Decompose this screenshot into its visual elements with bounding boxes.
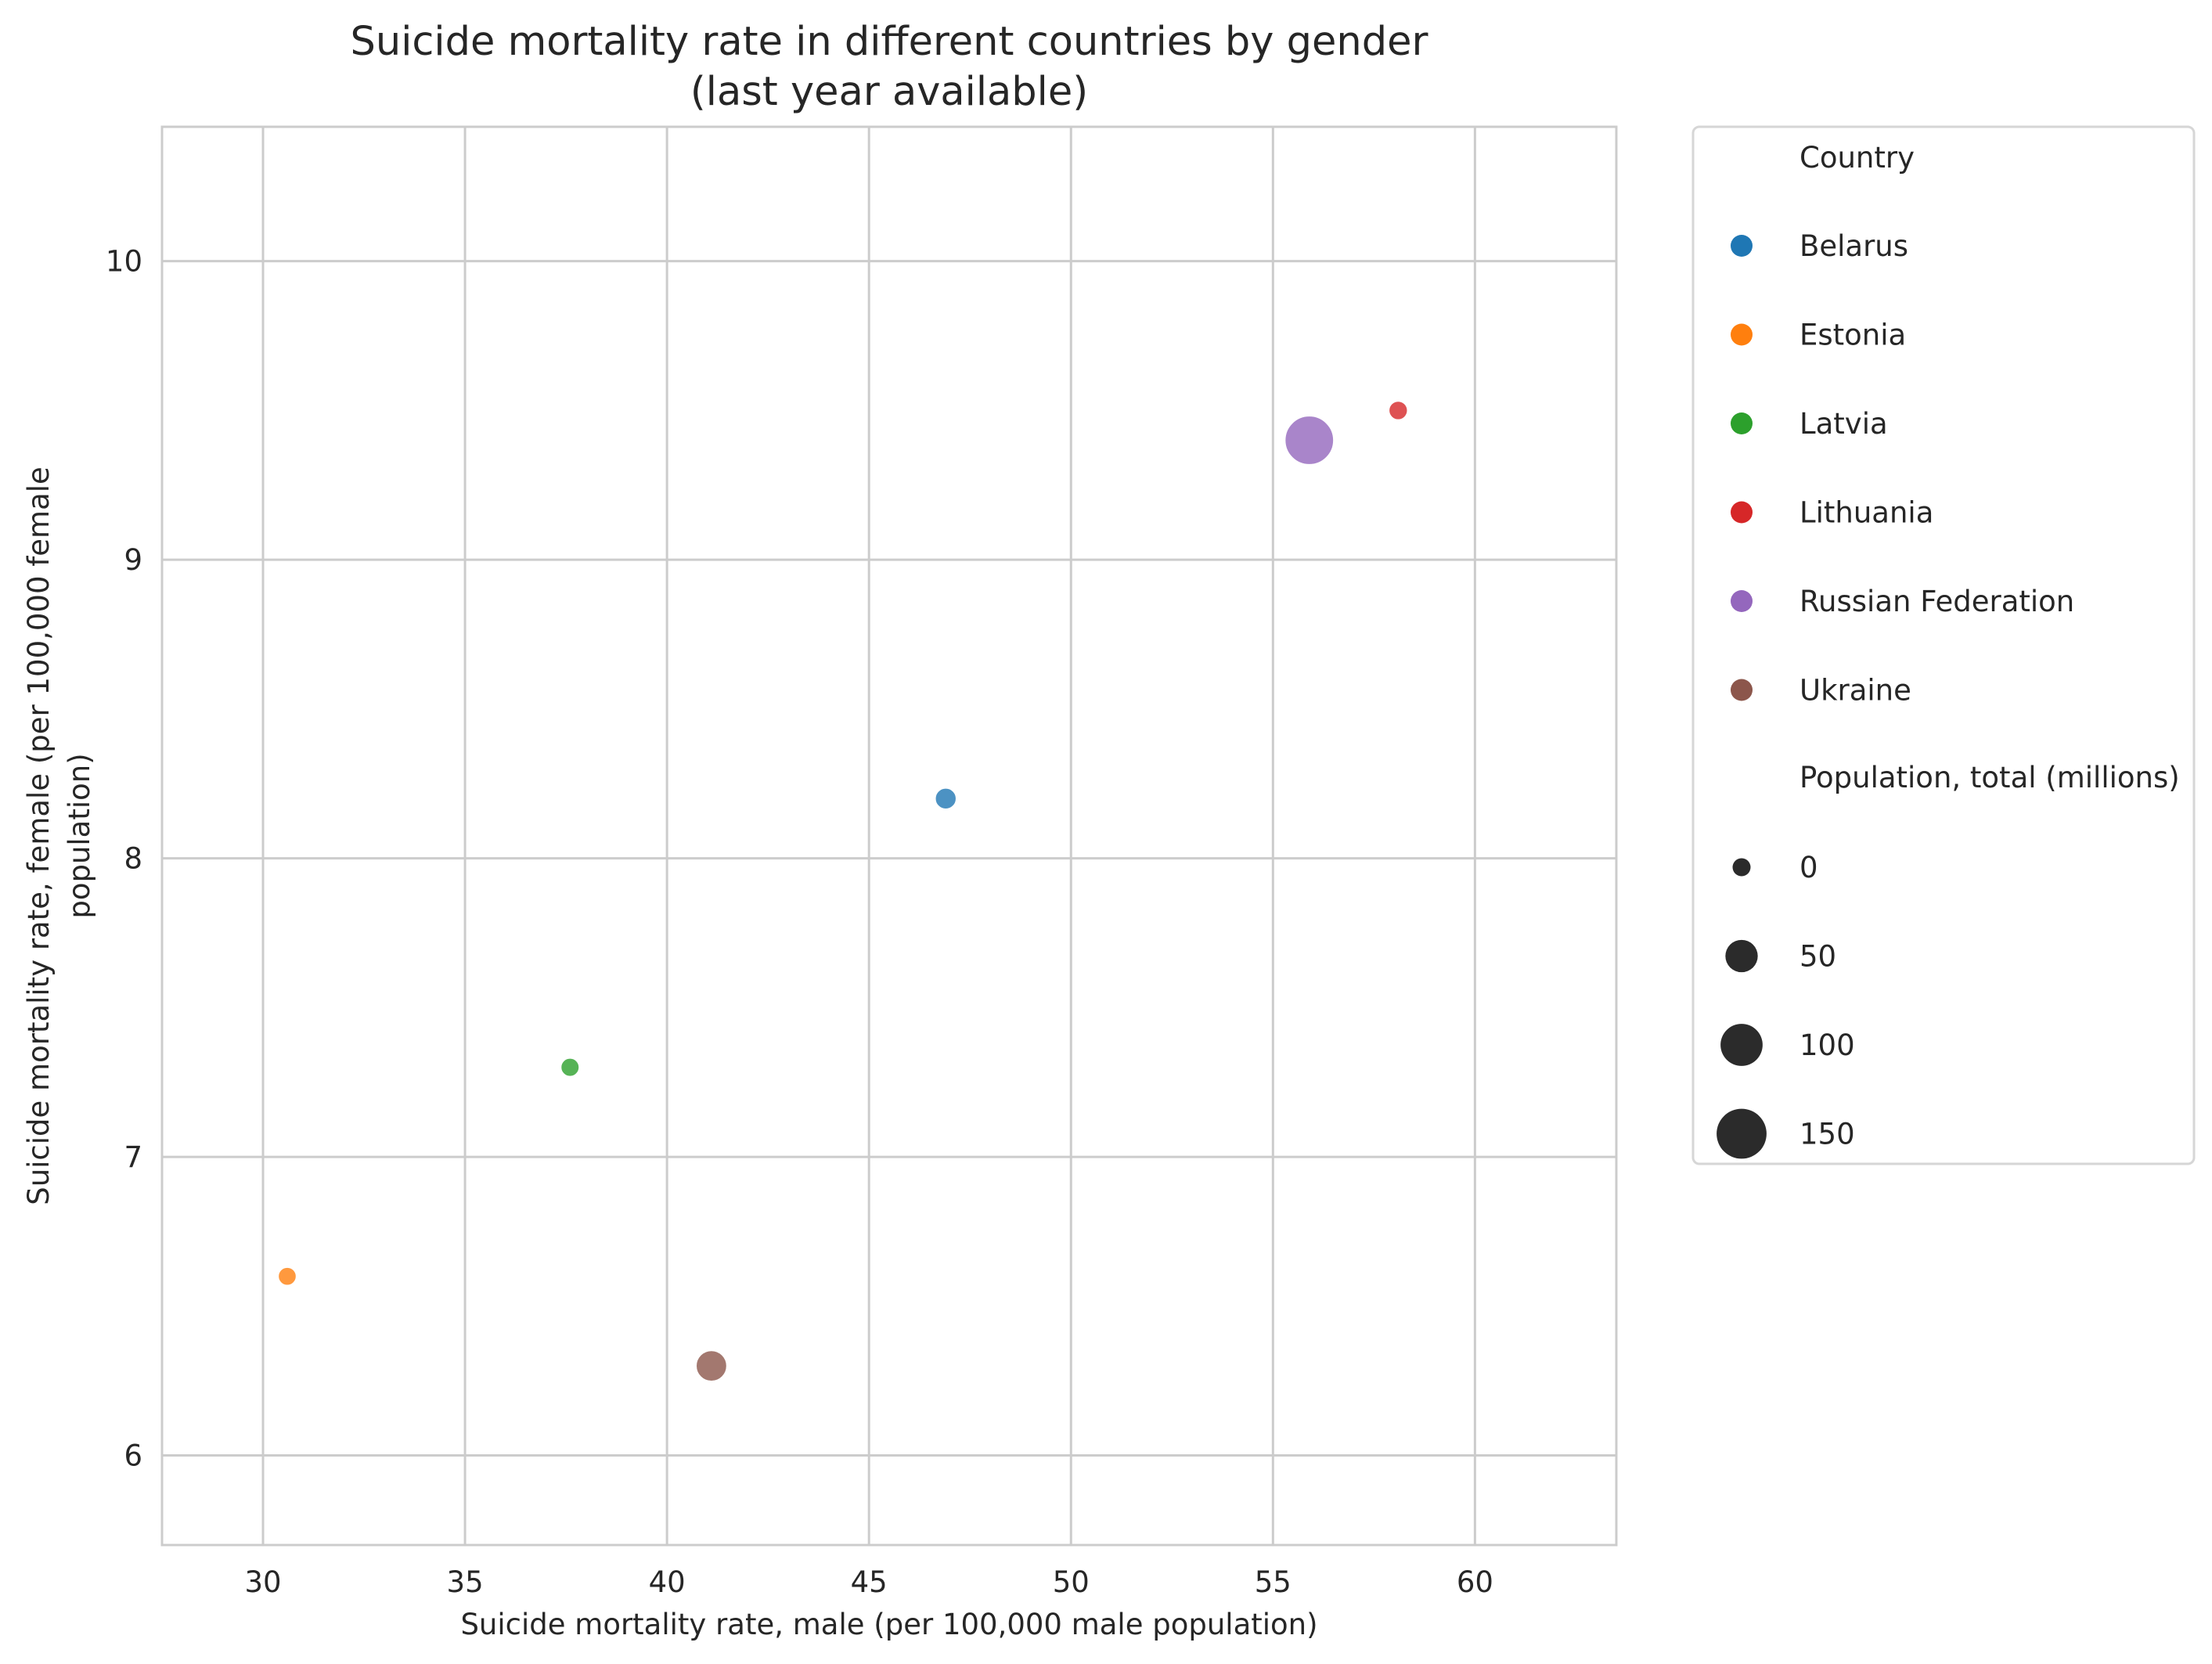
x-tick-label: 45 xyxy=(851,1565,888,1599)
legend-size-label: 50 xyxy=(1800,940,1836,974)
legend: Country Belarus Estonia Latvia Lithuania Rus… xyxy=(1691,125,2196,1165)
x-tick-label: 35 xyxy=(447,1565,484,1599)
x-tick-label: 60 xyxy=(1457,1565,1493,1599)
legend-size-items: 0 50 100 150 xyxy=(1717,851,1855,1159)
y-tick-label: 6 xyxy=(124,1439,142,1473)
legend-marker xyxy=(1731,679,1753,701)
data-point-latvia xyxy=(560,1057,581,1078)
data-point-ukraine xyxy=(695,1349,728,1383)
legend-size-label: 150 xyxy=(1800,1118,1855,1151)
y-tick-label: 9 xyxy=(124,543,142,577)
y-tick-label: 7 xyxy=(124,1140,142,1174)
data-point-lithuania xyxy=(1388,400,1409,421)
legend-size-label: 100 xyxy=(1800,1028,1855,1062)
legend-country-items: Belarus Estonia Latvia Lithuania Russian Fed… xyxy=(1731,229,2074,708)
legend-size-title: Population, total (millions) xyxy=(1800,761,2180,794)
legend-marker xyxy=(1731,235,1753,257)
legend-size-marker xyxy=(1725,939,1758,973)
legend-label: Ukraine xyxy=(1800,674,1911,708)
legend-frame xyxy=(1691,125,2196,1165)
y-tick-label: 8 xyxy=(124,842,142,876)
data-points xyxy=(277,400,1409,1383)
y-axis-label-line-1: Suicide mortality rate, female (per 100,… xyxy=(22,466,56,1205)
legend-marker xyxy=(1731,323,1753,346)
legend-marker xyxy=(1731,501,1753,524)
legend-size-marker xyxy=(1717,1108,1767,1159)
legend-size-marker xyxy=(1720,1024,1763,1066)
y-tick-label: 10 xyxy=(106,245,142,279)
legend-label: Russian Federation xyxy=(1800,585,2074,618)
data-point-belarus xyxy=(934,787,957,811)
legend-marker xyxy=(1731,590,1753,612)
legend-label: Estonia xyxy=(1800,319,1906,352)
legend-size-marker xyxy=(1732,858,1751,877)
x-tick-label: 50 xyxy=(1053,1565,1090,1599)
data-point-estonia xyxy=(277,1266,297,1287)
legend-marker xyxy=(1731,412,1753,434)
legend-label: Lithuania xyxy=(1800,496,1933,530)
x-tick-label: 55 xyxy=(1255,1565,1292,1599)
legend-label: Latvia xyxy=(1800,407,1888,441)
legend-size-label: 0 xyxy=(1800,851,1818,884)
x-tick-label: 30 xyxy=(244,1565,281,1599)
y-axis-label-line-2: population) xyxy=(63,753,96,918)
x-axis-label: Suicide mortality rate, male (per 100,00… xyxy=(460,1608,1317,1641)
chart-title-line-1: Suicide mortality rate in different coun… xyxy=(351,19,1428,65)
legend-label: Belarus xyxy=(1800,229,1908,263)
x-tick-label: 40 xyxy=(649,1565,686,1599)
chart-title-line-2: (last year available) xyxy=(690,69,1088,115)
grid-lines xyxy=(162,127,1616,1545)
tick-labels: 30 35 40 45 50 55 60 6 7 8 9 10 xyxy=(106,245,1493,1599)
data-point-russian-federation xyxy=(1284,415,1335,466)
legend-hue-title: Country xyxy=(1800,141,1915,175)
plot-area-frame xyxy=(160,125,1618,1547)
